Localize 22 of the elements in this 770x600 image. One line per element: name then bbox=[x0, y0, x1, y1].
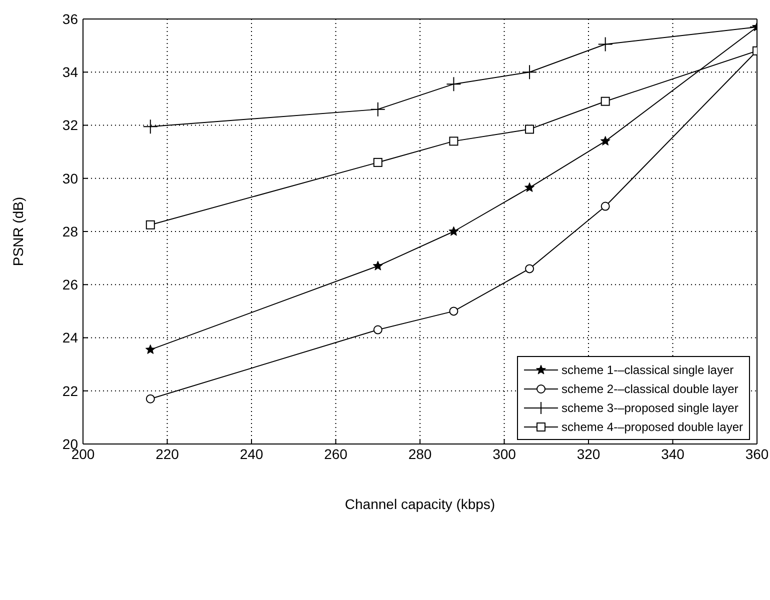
x-tick-label: 220 bbox=[156, 446, 180, 462]
legend-label: scheme 4-–proposed double layer bbox=[562, 420, 743, 434]
y-tick-label: 26 bbox=[62, 276, 78, 293]
y-tick-label: 28 bbox=[62, 223, 78, 240]
x-tick-label: 260 bbox=[324, 446, 348, 462]
x-tick-label: 240 bbox=[240, 446, 264, 462]
y-tick-label: 36 bbox=[62, 10, 78, 27]
legend-label: scheme 1-–classical single layer bbox=[562, 362, 734, 376]
y-tick-label: 24 bbox=[62, 330, 78, 346]
legend-label: scheme 3-–proposed single layer bbox=[562, 400, 738, 414]
legend-label: scheme 2-–classical double layer bbox=[562, 382, 738, 396]
y-tick-label: 22 bbox=[62, 382, 78, 399]
x-axis-title: Channel capacity (kbps) bbox=[344, 496, 496, 512]
x-tick-label: 360 bbox=[745, 446, 769, 462]
x-tick-label: 300 bbox=[492, 446, 516, 462]
x-tick-label: 340 bbox=[661, 446, 685, 462]
y-axis-title: PSNR (dB) bbox=[10, 196, 26, 266]
y-tick-label: 30 bbox=[62, 170, 78, 186]
x-tick-label: 320 bbox=[576, 446, 600, 462]
y-tick-label: 34 bbox=[62, 64, 78, 80]
x-tick-label: 280 bbox=[408, 446, 432, 462]
y-tick-label: 32 bbox=[62, 117, 78, 134]
